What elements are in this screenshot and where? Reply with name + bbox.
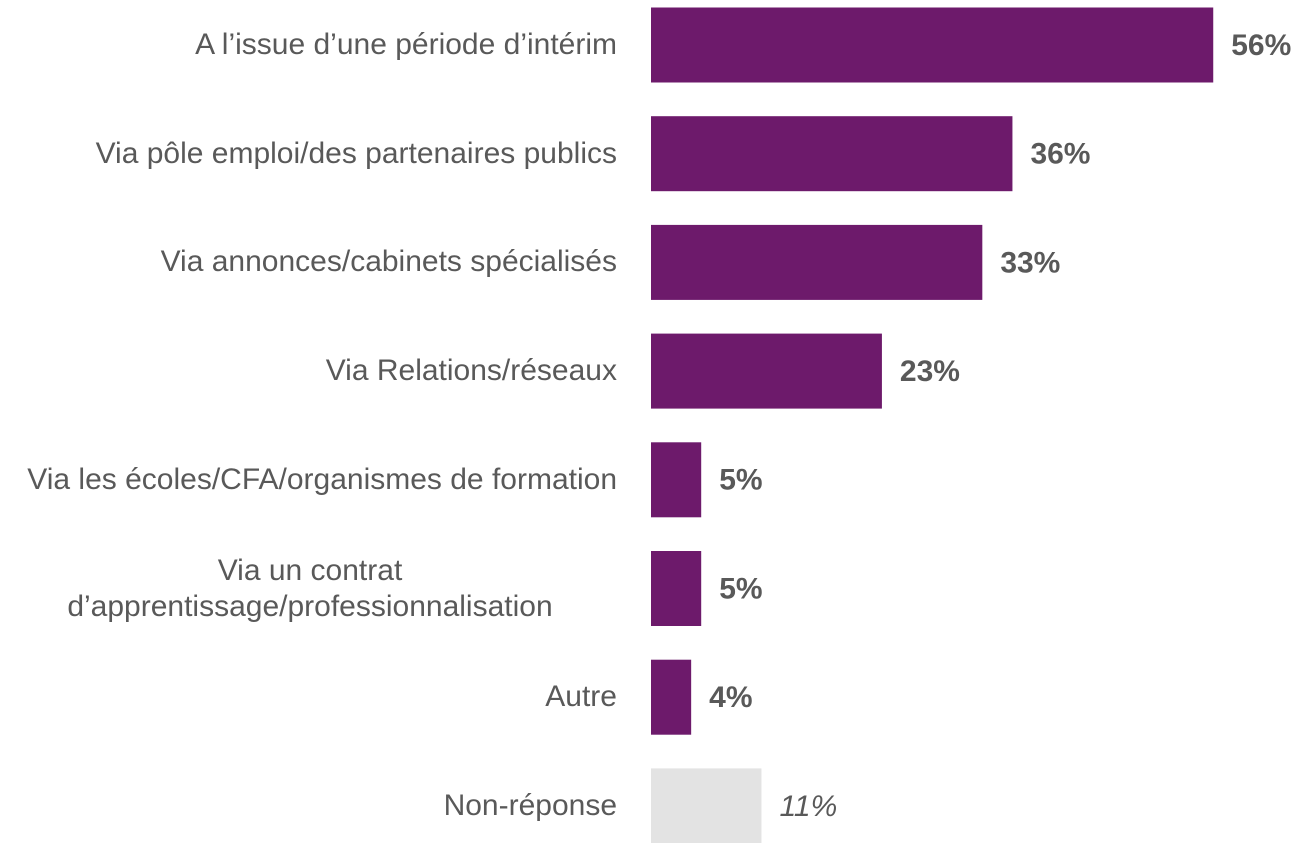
bar <box>651 442 702 518</box>
value-label: 4% <box>709 681 752 714</box>
bar <box>651 333 882 409</box>
category-label: Via les écoles/CFA/organismes de formati… <box>27 462 617 496</box>
value-label: 5% <box>719 464 762 497</box>
value-label: 36% <box>1030 138 1090 171</box>
bar <box>651 224 983 300</box>
category-label: Autre <box>545 680 617 714</box>
category-label: Via un contrat d’apprentissage/professio… <box>67 553 553 623</box>
category-label: A l’issue d’une période d’intérim <box>195 28 617 61</box>
value-label: 5% <box>719 572 762 605</box>
bar <box>651 768 762 843</box>
value-label: 33% <box>1000 246 1060 279</box>
value-label: 11% <box>779 790 837 823</box>
value-label: 56% <box>1231 29 1291 62</box>
bar <box>651 659 692 735</box>
bar <box>651 7 1214 83</box>
bar <box>651 116 1013 192</box>
value-label: 23% <box>900 355 960 388</box>
category-label: Non-réponse <box>443 788 617 822</box>
category-label: Via Relations/réseaux <box>325 354 617 388</box>
category-label: Via pôle emploi/des partenaires publics <box>95 136 617 170</box>
bar <box>651 551 702 626</box>
category-label: Via annonces/cabinets spécialisés <box>160 245 617 279</box>
